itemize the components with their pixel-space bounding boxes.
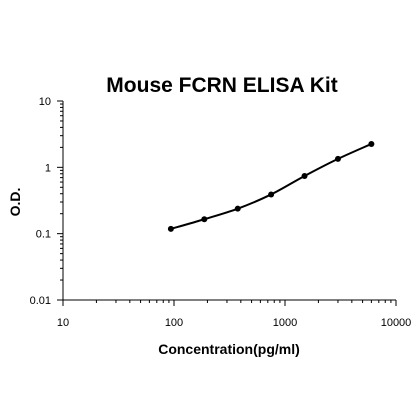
axes (57, 100, 397, 306)
x-tick-label: 10000 (381, 317, 412, 329)
chart-title: Mouse FCRN ELISA Kit (106, 74, 337, 97)
plot-area (167, 140, 375, 232)
y-axis-label: O.D. (7, 188, 23, 217)
y-tick-label: 0.01 (30, 295, 51, 307)
y-tick-labels: 0.01 0.1 1 10 (30, 96, 51, 307)
x-axis-label: Concentration(pg/ml) (158, 341, 300, 357)
data-point (167, 225, 174, 232)
x-tick-labels: 10 100 1000 10000 (57, 317, 411, 329)
y-tick-label: 1 (45, 162, 51, 174)
data-point (201, 216, 208, 223)
data-point (334, 155, 341, 162)
x-tick-label: 10 (57, 317, 69, 329)
data-point (368, 140, 375, 147)
series-line (170, 143, 372, 230)
y-tick-label: 0.1 (36, 229, 51, 241)
x-tick-label: 1000 (273, 317, 297, 329)
y-tick-label: 10 (39, 96, 51, 108)
x-tick-label: 100 (165, 317, 183, 329)
data-point (301, 173, 308, 180)
data-point (268, 191, 275, 198)
data-point (234, 205, 241, 212)
